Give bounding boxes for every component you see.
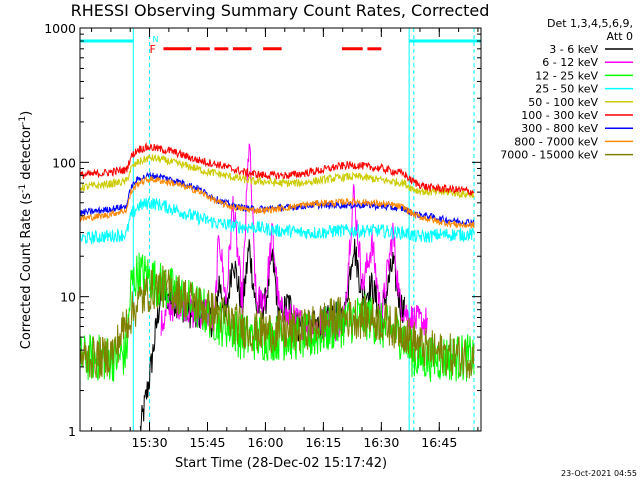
y-tick-label-3: 100 bbox=[52, 155, 76, 170]
x-tick-label-6: 16:45 bbox=[421, 435, 457, 450]
y-tick-label-1: 1 bbox=[68, 424, 76, 439]
series-line-9 bbox=[79, 265, 475, 379]
plot-frame bbox=[79, 27, 482, 432]
legend-label-5: 50 - 100 keV bbox=[528, 96, 598, 109]
night-flag-label: N bbox=[153, 35, 159, 44]
legend-label-3: 12 - 25 keV bbox=[535, 69, 598, 82]
y-tick-label-2: 10 bbox=[60, 290, 76, 305]
legend-label-6: 100 - 300 keV bbox=[521, 109, 598, 122]
legend-label-1: 3 - 6 keV bbox=[549, 43, 598, 56]
legend-label-4: 25 - 50 keV bbox=[535, 83, 598, 96]
plot-area: FN bbox=[79, 28, 481, 432]
footer-timestamp: 23-Oct-2021 04:55 bbox=[561, 469, 637, 478]
legend-label-7: 300 - 800 keV bbox=[521, 122, 598, 135]
series-line-6 bbox=[79, 141, 475, 196]
x-tick-label-5: 16:30 bbox=[363, 435, 399, 450]
x-tick-label-4: 16:15 bbox=[305, 435, 341, 450]
legend-label-8: 800 - 7000 keV bbox=[514, 135, 598, 148]
x-axis-label: Start Time (28-Dec-02 15:17:42) bbox=[175, 456, 387, 471]
x-tick-label-1: 15:30 bbox=[132, 435, 168, 450]
x-tick-label-3: 16:00 bbox=[247, 435, 283, 450]
legend-label-9: 7000 - 15000 keV bbox=[500, 149, 598, 162]
legend-header-attenuator: Att 0 bbox=[607, 30, 633, 43]
series-line-5 bbox=[79, 154, 475, 200]
y-axis: 1 10 100 1000 bbox=[44, 21, 481, 439]
x-tick-label-2: 15:45 bbox=[189, 435, 225, 450]
legend-header-detectors: Det 1,3,4,5,6,9, bbox=[547, 17, 633, 30]
flare-flag-label: F bbox=[149, 43, 155, 56]
chart-title: RHESSI Observing Summary Count Rates, Co… bbox=[71, 1, 490, 20]
y-axis-label: Corrected Count Rate (s-1 detector-1) bbox=[18, 111, 34, 349]
legend-label-2: 6 - 12 keV bbox=[542, 56, 598, 69]
series-line-8 bbox=[79, 176, 475, 229]
x-axis: 15:30 15:45 16:00 16:15 16:30 16:45 bbox=[91, 28, 479, 450]
series-line-4 bbox=[79, 197, 475, 245]
y-tick-label-4: 1000 bbox=[44, 21, 76, 36]
